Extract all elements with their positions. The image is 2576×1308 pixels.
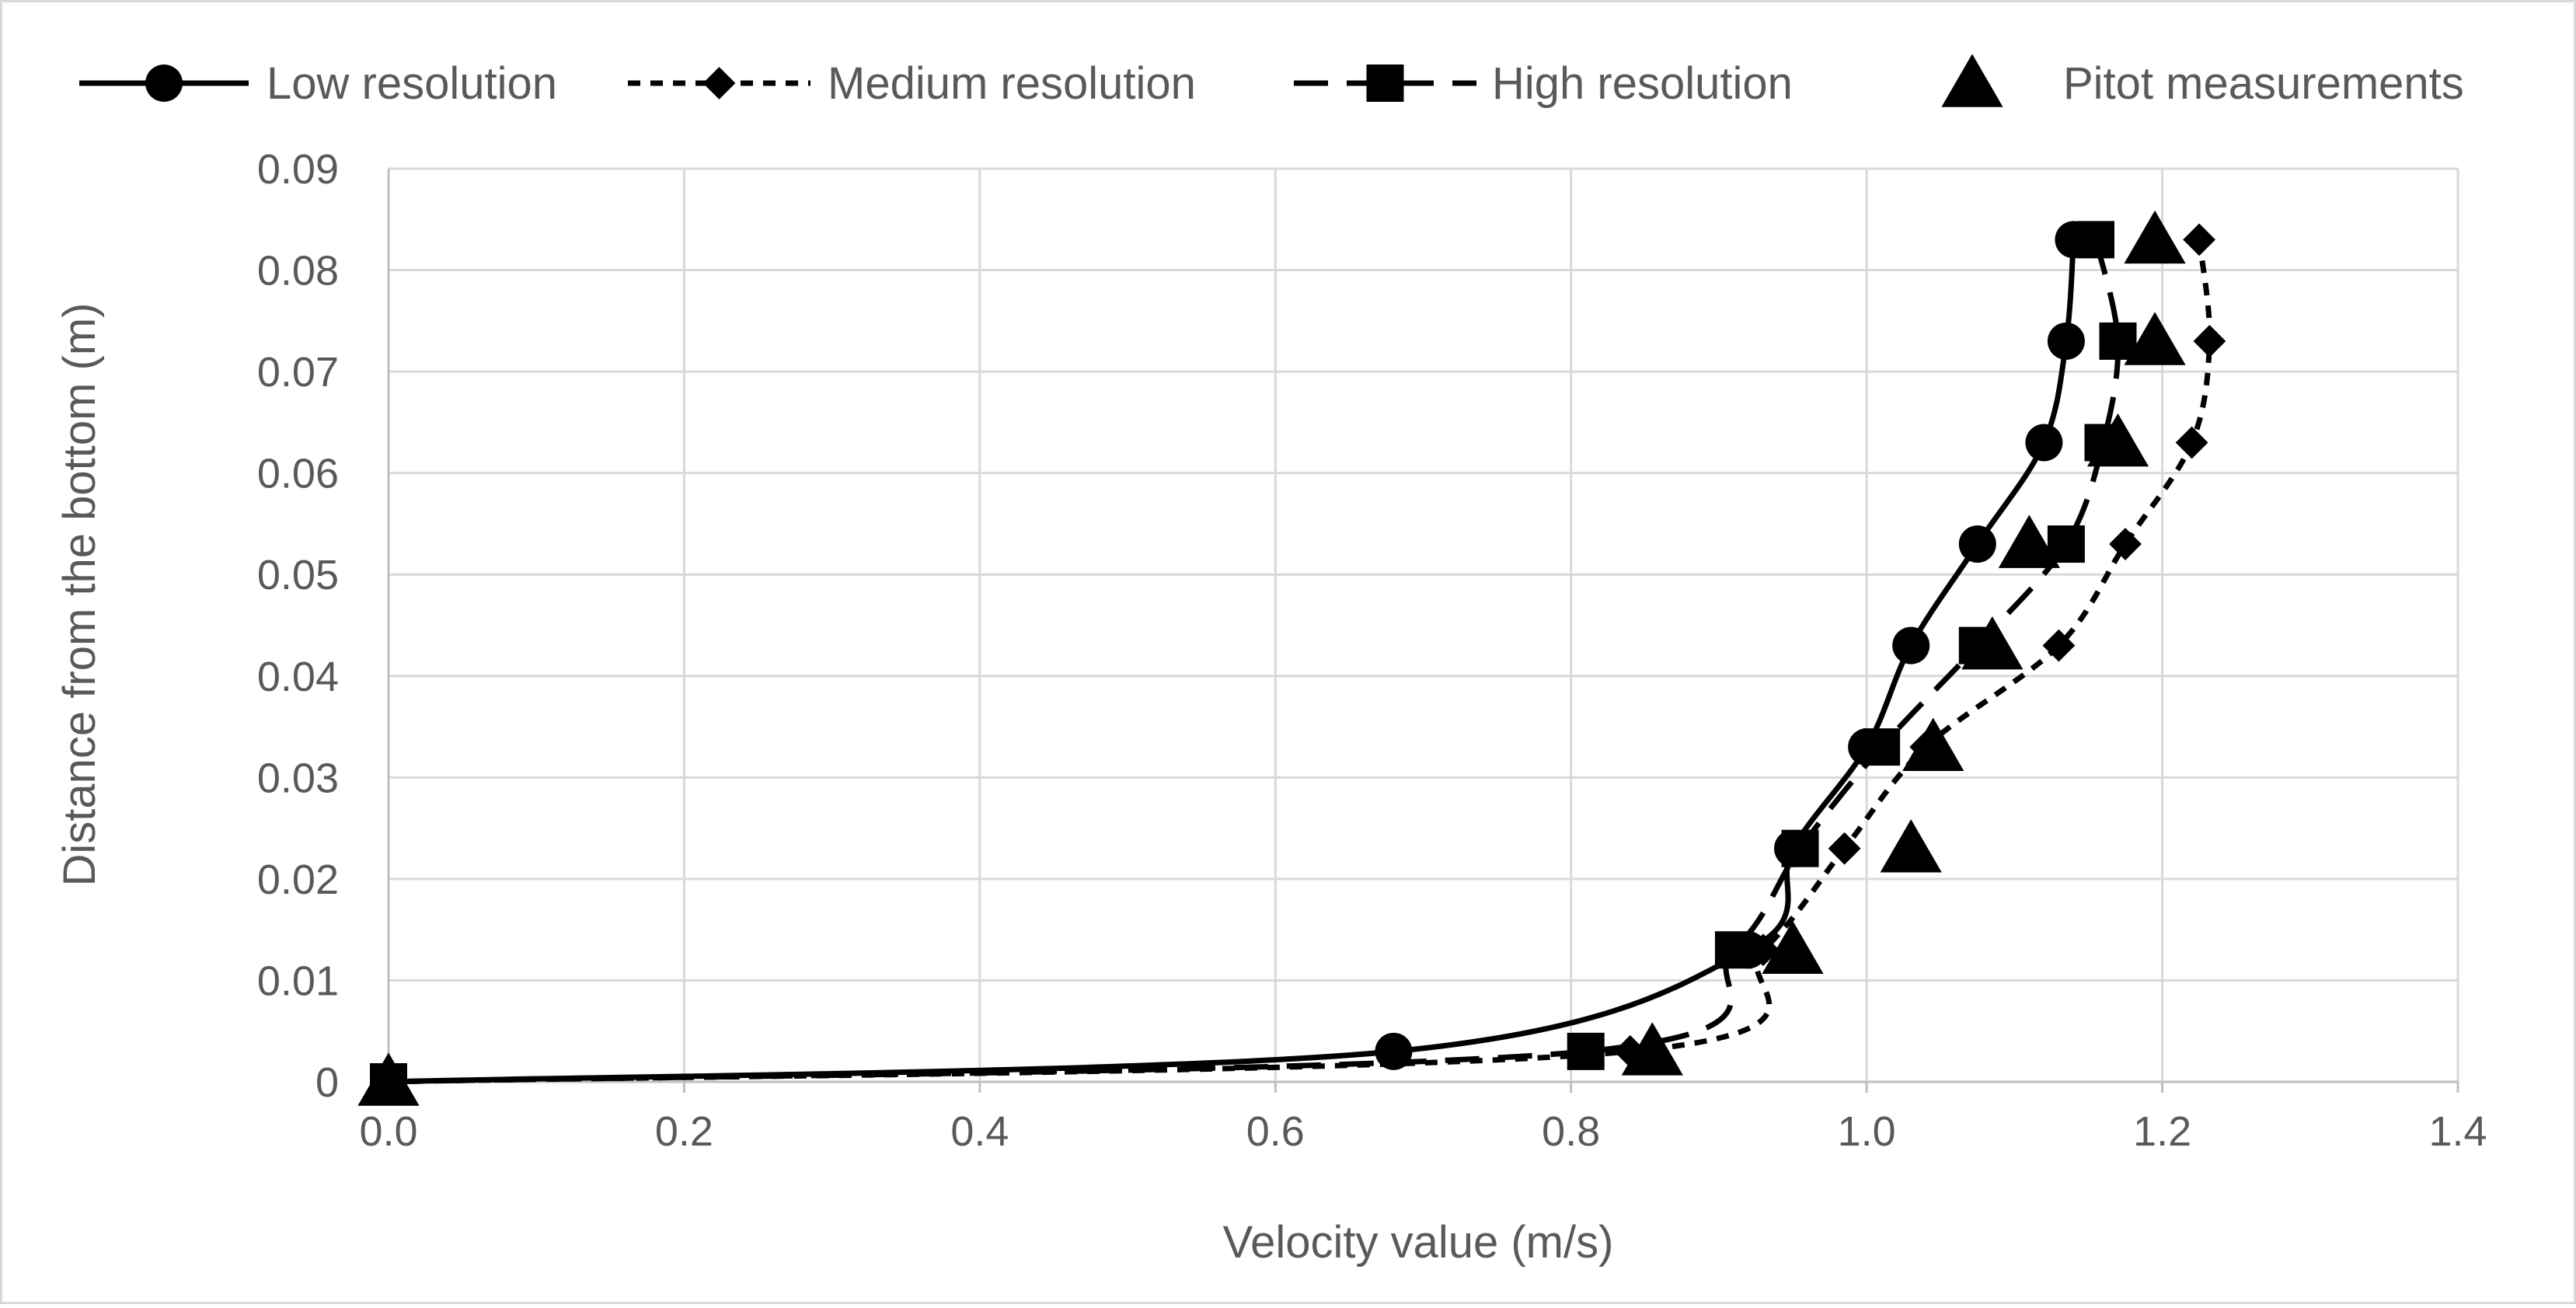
data-point	[1892, 626, 1930, 664]
legend-item: High resolution	[1294, 58, 1793, 109]
data-point	[1762, 920, 1824, 975]
data-point	[2175, 426, 2208, 459]
x-tick-label: 0.4	[950, 1108, 1009, 1155]
data-point	[2124, 312, 2186, 365]
x-axis-title: Velocity value (m/s)	[1223, 1217, 1614, 1268]
y-tick-label: 0.01	[257, 957, 339, 1004]
legend-marker	[145, 65, 183, 102]
data-point	[2124, 210, 2186, 264]
x-tick-label: 1.4	[2428, 1108, 2487, 1155]
gridlines	[389, 167, 2459, 1082]
y-tick-label: 0.07	[257, 349, 339, 396]
data-point	[1958, 525, 1996, 563]
legend-label: High resolution	[1492, 58, 1793, 109]
data-point	[1714, 931, 1752, 969]
tick-labels: 0.0 0.2 0.4 0.6 0.8 1.0 1.2 1.4 0 0.01 0.02 0.03 0.0…	[257, 146, 2487, 1155]
data-point	[1828, 832, 1861, 865]
data-point	[2047, 322, 2085, 360]
data-point	[1863, 728, 1901, 766]
data-point	[1621, 1022, 1683, 1076]
x-tick-label: 0.6	[1246, 1108, 1305, 1155]
data-point	[1781, 829, 1819, 867]
x-tick-label: 0.0	[359, 1108, 417, 1155]
series-layer	[357, 210, 2226, 1106]
legend: Low resolution Medium resolution High reso…	[79, 54, 2464, 109]
data-point	[2047, 525, 2085, 563]
data-point	[1567, 1032, 1605, 1070]
y-tick-label: 0.05	[257, 552, 339, 598]
legend-item: Medium resolution	[628, 58, 1196, 109]
y-tick-label: 0.02	[257, 856, 339, 903]
y-tick-label: 0.09	[257, 146, 339, 193]
data-point	[2109, 528, 2142, 560]
data-point	[1902, 717, 1964, 771]
axes	[387, 169, 2459, 1093]
x-tick-label: 1.2	[2133, 1108, 2191, 1155]
data-point	[2099, 322, 2137, 360]
data-point	[2086, 413, 2149, 467]
data-point	[2193, 325, 2226, 358]
y-tick-label: 0.08	[257, 248, 339, 295]
y-axis-title: Distance from the bottom (m)	[54, 303, 105, 887]
legend-label: Medium resolution	[828, 58, 1196, 109]
x-tick-label: 0.2	[655, 1108, 713, 1155]
legend-label: Low resolution	[267, 58, 557, 109]
data-point	[2183, 223, 2216, 256]
legend-marker	[1366, 65, 1404, 102]
series-pitot-measurements	[357, 210, 2186, 1106]
legend-label: Pitot measurements	[2063, 58, 2464, 109]
x-tick-label: 0.8	[1542, 1108, 1600, 1155]
legend-marker	[702, 67, 736, 99]
legend-item: Pitot measurements	[1941, 54, 2464, 109]
series-line	[388, 239, 2121, 1085]
x-tick-label: 1.0	[1838, 1108, 1896, 1155]
data-point	[2042, 629, 2076, 662]
data-point	[1998, 514, 2060, 568]
data-point	[2076, 221, 2114, 259]
y-tick-label: 0.03	[257, 755, 339, 801]
data-point	[357, 1052, 420, 1106]
data-point	[1880, 819, 1942, 873]
legend-item: Low resolution	[79, 58, 557, 109]
legend-marker	[1941, 54, 2003, 107]
data-point	[2025, 424, 2063, 462]
y-tick-label: 0	[315, 1059, 339, 1106]
y-tick-label: 0.04	[257, 654, 339, 700]
data-point	[1961, 616, 2024, 670]
y-tick-label: 0.06	[257, 451, 339, 497]
